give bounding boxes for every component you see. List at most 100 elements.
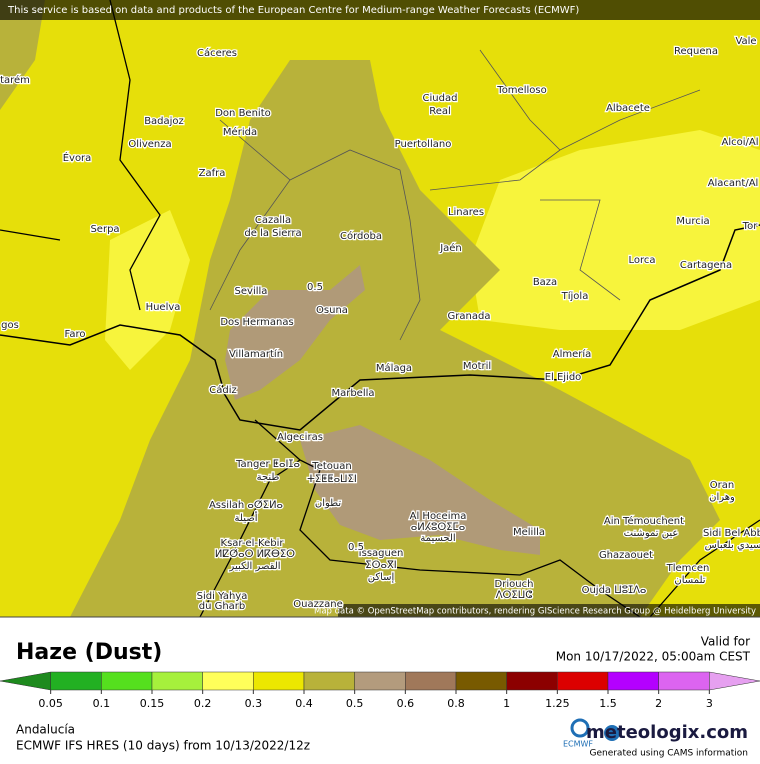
city-label: Sidi Bel Abb <box>703 528 760 539</box>
city-label: du Gharb <box>199 601 246 612</box>
attribution: Map data © OpenStreetMap contributors, r… <box>314 607 756 617</box>
cams-note: Generated using CAMS information <box>589 749 748 759</box>
valid-time: Mon 10/17/2022, 05:00am CEST <box>556 650 751 664</box>
city-label: Córdoba <box>340 230 382 242</box>
city-label: Assilah ⴰⵚⵉⵍⴰ <box>209 500 283 511</box>
city-label: القصر الكبير <box>228 561 280 572</box>
city-label: ⵍⵇⵚⴰⵔ ⵍⴽⴱⵉⵔ <box>215 549 295 560</box>
city-label: Lorca <box>628 255 655 266</box>
banner: This service is based on data and produc… <box>7 5 579 16</box>
legend-tick-label: 0.6 <box>397 697 415 710</box>
city-label: Jaén <box>439 242 462 254</box>
contour-label: 0.5 <box>348 542 364 553</box>
city-label: Don Benito <box>215 108 271 119</box>
city-label: de la Sierra <box>244 228 301 239</box>
legend-tick-label: 0.5 <box>346 697 364 710</box>
contour-label: 0.5 <box>307 282 323 293</box>
city-label: Real <box>429 106 451 117</box>
city-label: Tíjola <box>561 290 589 302</box>
city-label: Oran <box>710 480 734 491</box>
color-swatch <box>658 671 710 691</box>
city-label: وهران <box>709 492 735 503</box>
city-label: Cazalla <box>255 215 291 226</box>
color-swatch <box>557 671 609 691</box>
color-swatch <box>354 671 406 691</box>
brand: meteologix.com <box>586 722 748 743</box>
map: This service is based on data and produc… <box>0 0 760 618</box>
city-label: أصيلة <box>235 511 258 524</box>
city-label: Olivenza <box>128 139 171 150</box>
city-label: Requena <box>674 46 718 57</box>
legend-tick-label: 0.3 <box>245 697 263 710</box>
legend-tick-label: 1.25 <box>545 697 570 710</box>
city-label: Linares <box>448 207 484 218</box>
city-label: Ain Témouchent <box>604 515 684 527</box>
city-label: Baza <box>533 277 557 288</box>
city-label: تلمسان <box>674 575 705 586</box>
city-label: Ouazzane <box>293 599 342 610</box>
city-label: Ciudad <box>423 93 458 104</box>
legend-tick-label: 1.5 <box>599 697 617 710</box>
colorbar: 0.05 0.1 0.15 0.2 0.3 0.4 0.5 0.6 0.8 1 1.25 1.5 2 3 <box>0 671 760 710</box>
color-swatch <box>202 671 254 691</box>
legend-tick-label: 1 <box>503 697 510 710</box>
legend-tick-label: 0.05 <box>38 697 63 710</box>
city-label: Albacete <box>606 103 650 114</box>
legend-tick-label: 2 <box>655 697 662 710</box>
city-label: Sevilla <box>235 286 268 297</box>
color-swatch <box>607 671 659 691</box>
city-label: Cáceres <box>197 47 237 59</box>
city-label: Zafra <box>199 168 226 179</box>
city-label: Mérida <box>223 126 257 138</box>
city-label: إساكن <box>368 572 395 583</box>
legend-tick-label: 0.4 <box>295 697 313 710</box>
legend-tick-label: 3 <box>706 697 713 710</box>
city-label: ⵜⵉⵟⵟⴰⵡⵉⵏ <box>307 474 357 485</box>
city-label: Algeciras <box>277 432 323 443</box>
city-label: Issaguen <box>359 548 404 559</box>
city-label: Faro <box>65 329 86 340</box>
legend-tick-label: 0.15 <box>140 697 165 710</box>
city-label: ⴷⵔⵉⵡⵛ <box>496 590 533 601</box>
city-label: عين تموشنت <box>624 528 679 539</box>
city-label: Serpa <box>90 224 119 235</box>
city-label: Motril <box>463 361 491 372</box>
city-label: تطوان <box>315 498 341 509</box>
city-label: Almería <box>553 348 592 360</box>
city-label: Ksar-el-Kebir <box>221 538 285 549</box>
city-label: Cádiz <box>209 384 237 396</box>
color-swatch <box>455 671 507 691</box>
city-label: Évora <box>63 151 92 164</box>
color-swatch <box>101 671 153 691</box>
color-swatch <box>151 671 203 691</box>
color-swatch <box>0 671 51 691</box>
city-label: ⴰⵍⵃⵓⵙⵉⵎⴰ <box>411 522 465 533</box>
color-swatch <box>709 671 760 691</box>
city-label: سيدي بلعباس <box>705 540 760 551</box>
city-label: Ghazaouet <box>599 550 653 561</box>
city-label: Huelva <box>146 302 181 313</box>
city-label: Puertollano <box>395 139 452 150</box>
city-label: Tlemcen <box>666 563 710 574</box>
color-swatch <box>50 671 102 691</box>
city-label: gos <box>1 320 19 331</box>
city-label: Tor <box>742 221 759 232</box>
model-run: ECMWF IFS HRES (10 days) from 10/13/2022… <box>16 739 310 753</box>
city-label: Sidi Yahya <box>197 591 248 602</box>
city-label: Tomelloso <box>496 85 546 96</box>
city-label: El Ejido <box>545 372 582 383</box>
city-label: Melilla <box>513 527 545 538</box>
region: Andalucía <box>16 723 75 737</box>
city-label: Villamartín <box>229 348 283 360</box>
city-label: Osuna <box>316 305 348 316</box>
city-label: Málaga <box>376 362 412 374</box>
color-swatch <box>506 671 558 691</box>
city-label: Murcia <box>676 216 709 227</box>
city-label: Alcoi/Al <box>721 137 758 148</box>
city-label: Tetouan <box>311 461 351 472</box>
city-label: Dos Hermanas <box>220 317 293 328</box>
legend-tick-label: 0.2 <box>194 697 212 710</box>
city-label: tarém <box>0 74 30 86</box>
city-label: Driouch <box>495 579 534 590</box>
